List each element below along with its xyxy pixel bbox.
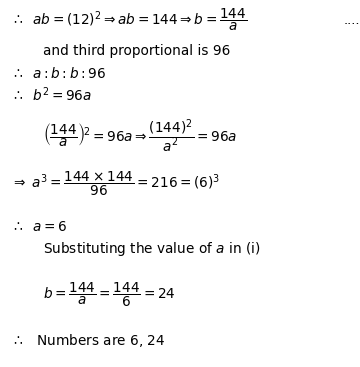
Text: and third proportional is 96: and third proportional is 96 xyxy=(43,44,230,58)
Text: $b = \dfrac{144}{a} = \dfrac{144}{6} = 24$: $b = \dfrac{144}{a} = \dfrac{144}{6} = 2… xyxy=(43,281,176,309)
Text: $\therefore\;\; a : b : b : 96$: $\therefore\;\; a : b : b : 96$ xyxy=(11,66,106,81)
Text: $\therefore\;\; b^2 = 96a$: $\therefore\;\; b^2 = 96a$ xyxy=(11,86,92,104)
Text: ....(i): ....(i) xyxy=(344,14,360,27)
Text: $\therefore\;\;$ Numbers are 6, 24: $\therefore\;\;$ Numbers are 6, 24 xyxy=(11,332,165,349)
Text: $\therefore\;\; a = 6$: $\therefore\;\; a = 6$ xyxy=(11,220,67,234)
Text: Substituting the value of $a$ in (i): Substituting the value of $a$ in (i) xyxy=(43,240,261,258)
Text: $\left(\dfrac{144}{a}\right)^{\!2} = 96a \Rightarrow \dfrac{(144)^2}{a^2} = 96a$: $\left(\dfrac{144}{a}\right)^{\!2} = 96a… xyxy=(43,117,238,155)
Text: $\Rightarrow\; a^3 = \dfrac{144 \times 144}{96} = 216 = (6)^3$: $\Rightarrow\; a^3 = \dfrac{144 \times 1… xyxy=(11,170,220,198)
Text: $\therefore\;\; ab = (12)^2 \Rightarrow ab = 144 \Rightarrow b = \dfrac{144}{a}$: $\therefore\;\; ab = (12)^2 \Rightarrow … xyxy=(11,7,247,33)
